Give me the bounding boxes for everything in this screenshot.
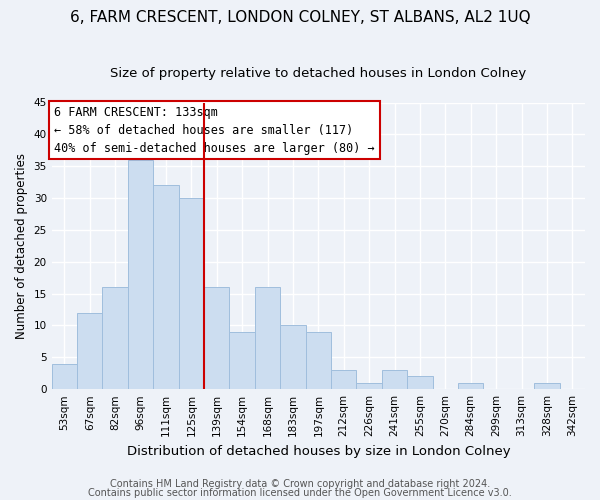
Bar xyxy=(534,383,560,389)
X-axis label: Distribution of detached houses by size in London Colney: Distribution of detached houses by size … xyxy=(127,444,510,458)
Bar xyxy=(407,376,433,389)
Bar xyxy=(458,383,484,389)
Bar xyxy=(77,312,103,389)
Title: Size of property relative to detached houses in London Colney: Size of property relative to detached ho… xyxy=(110,68,526,80)
Bar xyxy=(204,287,229,389)
Bar xyxy=(128,160,153,389)
Text: Contains HM Land Registry data © Crown copyright and database right 2024.: Contains HM Land Registry data © Crown c… xyxy=(110,479,490,489)
Bar xyxy=(331,370,356,389)
Text: 6 FARM CRESCENT: 133sqm
← 58% of detached houses are smaller (117)
40% of semi-d: 6 FARM CRESCENT: 133sqm ← 58% of detache… xyxy=(54,106,375,154)
Text: Contains public sector information licensed under the Open Government Licence v3: Contains public sector information licen… xyxy=(88,488,512,498)
Text: 6, FARM CRESCENT, LONDON COLNEY, ST ALBANS, AL2 1UQ: 6, FARM CRESCENT, LONDON COLNEY, ST ALBA… xyxy=(70,10,530,25)
Bar xyxy=(280,326,305,389)
Bar xyxy=(305,332,331,389)
Bar xyxy=(179,198,204,389)
Bar xyxy=(229,332,255,389)
Bar xyxy=(356,383,382,389)
Bar xyxy=(255,287,280,389)
Y-axis label: Number of detached properties: Number of detached properties xyxy=(15,153,28,339)
Bar xyxy=(52,364,77,389)
Bar xyxy=(103,287,128,389)
Bar xyxy=(153,186,179,389)
Bar xyxy=(382,370,407,389)
